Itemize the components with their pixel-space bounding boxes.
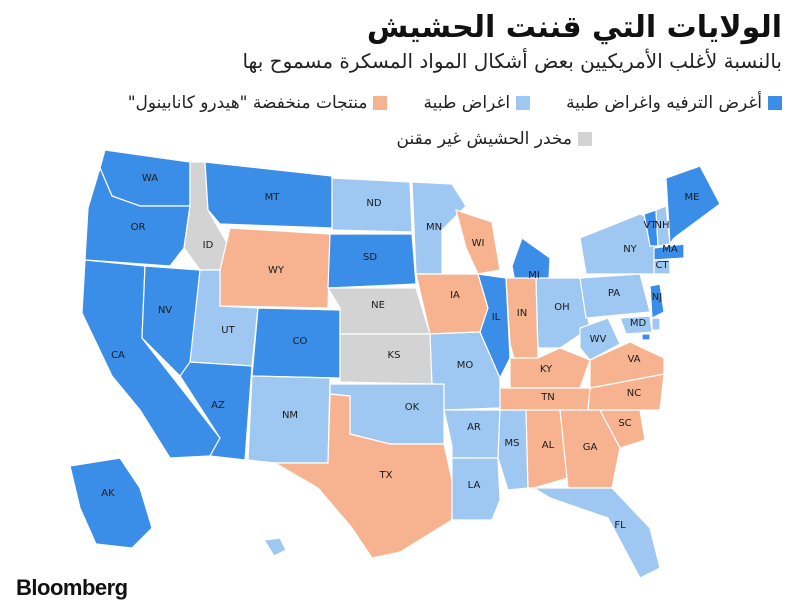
state-label-wi: WI bbox=[472, 238, 485, 249]
state-fl bbox=[531, 487, 661, 579]
state-label-in: IN bbox=[517, 308, 527, 319]
state-label-mi: MI bbox=[528, 270, 540, 281]
state-label-al: AL bbox=[542, 440, 555, 451]
state-label-ny: NY bbox=[623, 244, 637, 255]
state-label-me: ME bbox=[685, 192, 700, 203]
state-label-fl: FL bbox=[614, 520, 626, 531]
page-subtitle: بالنسبة لأغلب الأمريكيين بعض أشكال الموا… bbox=[242, 49, 782, 73]
legend-item-low: منتجات منخفضة "هيدرو كانابينول" bbox=[128, 93, 388, 113]
state-mt bbox=[204, 161, 333, 229]
state-label-ca: CA bbox=[111, 350, 125, 361]
header: الولايات التي قننت الحشيش بالنسبة لأغلب … bbox=[22, 8, 782, 74]
legend-item-none: مخدر الحشيش غير مقنن bbox=[397, 129, 592, 149]
legend-swatch-none bbox=[578, 132, 592, 146]
us-map: WA OR CA NV ID MT WY UT AZ CO NM ND SD NE KS OK TX MN IA MO… bbox=[69, 149, 721, 579]
state-label-ks: KS bbox=[388, 350, 401, 361]
states-layer bbox=[69, 149, 721, 579]
state-label-tn: TN bbox=[540, 392, 555, 403]
state-ma bbox=[653, 243, 685, 261]
state-ak bbox=[69, 457, 153, 549]
state-ne bbox=[326, 287, 431, 335]
state-label-wy: WY bbox=[268, 265, 285, 276]
state-nd bbox=[331, 177, 413, 233]
state-oh bbox=[535, 277, 591, 349]
state-label-ga: GA bbox=[583, 442, 598, 453]
legend: أغرض الترفيه واغراض طبية اغراض طبية منتج… bbox=[22, 90, 782, 162]
state-az bbox=[179, 361, 253, 461]
state-wy bbox=[219, 227, 331, 309]
state-label-oh: OH bbox=[554, 302, 569, 313]
legend-row-1: أغرض الترفيه واغراض طبية اغراض طبية منتج… bbox=[22, 90, 782, 116]
state-hi bbox=[262, 537, 287, 557]
state-label-ak: AK bbox=[101, 488, 115, 499]
state-label-mt: MT bbox=[265, 192, 281, 203]
state-ms bbox=[497, 409, 529, 491]
state-label-ma: MA bbox=[662, 244, 678, 255]
state-label-nd: ND bbox=[366, 198, 381, 209]
legend-label-rec: أغرض الترفيه واغراض طبية bbox=[566, 93, 762, 113]
legend-swatch-low bbox=[373, 96, 388, 110]
state-label-sc: SC bbox=[618, 418, 631, 429]
state-label-tx: TX bbox=[379, 470, 393, 481]
state-me bbox=[665, 165, 721, 246]
state-label-md: MD bbox=[630, 318, 647, 329]
state-label-ct: CT bbox=[655, 260, 669, 271]
state-label-vt: VT bbox=[644, 220, 658, 231]
state-ar bbox=[443, 409, 501, 459]
state-wv bbox=[579, 317, 621, 361]
state-label-co: CO bbox=[293, 336, 308, 347]
state-dc bbox=[641, 333, 651, 341]
state-de bbox=[651, 317, 661, 331]
state-ct bbox=[653, 259, 671, 275]
state-al bbox=[525, 409, 569, 489]
state-label-nm: NM bbox=[282, 410, 298, 421]
legend-label-none: مخدر الحشيش غير مقنن bbox=[396, 129, 572, 149]
state-label-mo: MO bbox=[457, 360, 474, 371]
state-label-or: OR bbox=[131, 222, 146, 233]
state-label-mn: MN bbox=[426, 222, 442, 233]
state-va bbox=[589, 341, 665, 389]
state-md bbox=[619, 315, 653, 335]
state-wi bbox=[455, 209, 501, 275]
state-label-nh: NH bbox=[655, 220, 670, 231]
state-label-nc: NC bbox=[627, 388, 641, 399]
legend-label-low: منتجات منخفضة "هيدرو كانابينول" bbox=[127, 93, 368, 113]
legend-swatch-med bbox=[516, 96, 531, 110]
state-label-nj: NJ bbox=[652, 292, 662, 303]
state-label-sd: SD bbox=[363, 252, 377, 263]
state-label-ar: AR bbox=[467, 422, 481, 433]
state-label-ne: NE bbox=[371, 300, 385, 311]
state-label-la: LA bbox=[468, 480, 481, 491]
legend-row-2: مخدر الحشيش غير مقنن bbox=[22, 126, 592, 152]
page-title: الولايات التي قننت الحشيش bbox=[366, 10, 782, 45]
state-label-ia: IA bbox=[450, 290, 460, 301]
state-sd bbox=[327, 233, 417, 289]
state-label-wa: WA bbox=[142, 173, 158, 184]
state-pa bbox=[579, 273, 651, 319]
labels-layer: WA OR CA NV ID MT WY UT AZ CO NM ND SD NE KS OK TX MN IA MO… bbox=[101, 173, 699, 531]
state-label-wv: WV bbox=[590, 334, 607, 345]
state-label-nv: NV bbox=[158, 305, 172, 316]
state-label-va: VA bbox=[627, 354, 640, 365]
state-nj bbox=[649, 283, 665, 319]
state-label-ok: OK bbox=[405, 402, 420, 413]
state-label-ms: MS bbox=[505, 438, 520, 449]
state-ks bbox=[339, 333, 433, 385]
legend-item-rec: أغرض الترفيه واغراض طبية bbox=[566, 93, 782, 113]
legend-label-med: اغراض طبية bbox=[423, 93, 511, 113]
state-label-az: AZ bbox=[211, 400, 225, 411]
state-label-ky: KY bbox=[540, 364, 553, 375]
legend-swatch-rec bbox=[768, 96, 782, 110]
state-label-il: IL bbox=[492, 312, 501, 323]
state-label-id: ID bbox=[203, 240, 214, 251]
state-label-ut: UT bbox=[221, 325, 235, 336]
state-tx bbox=[272, 393, 453, 559]
legend-item-med: اغراض طبية bbox=[423, 93, 531, 113]
state-label-pa: PA bbox=[608, 288, 620, 299]
bloomberg-logo: Bloomberg bbox=[16, 575, 128, 600]
